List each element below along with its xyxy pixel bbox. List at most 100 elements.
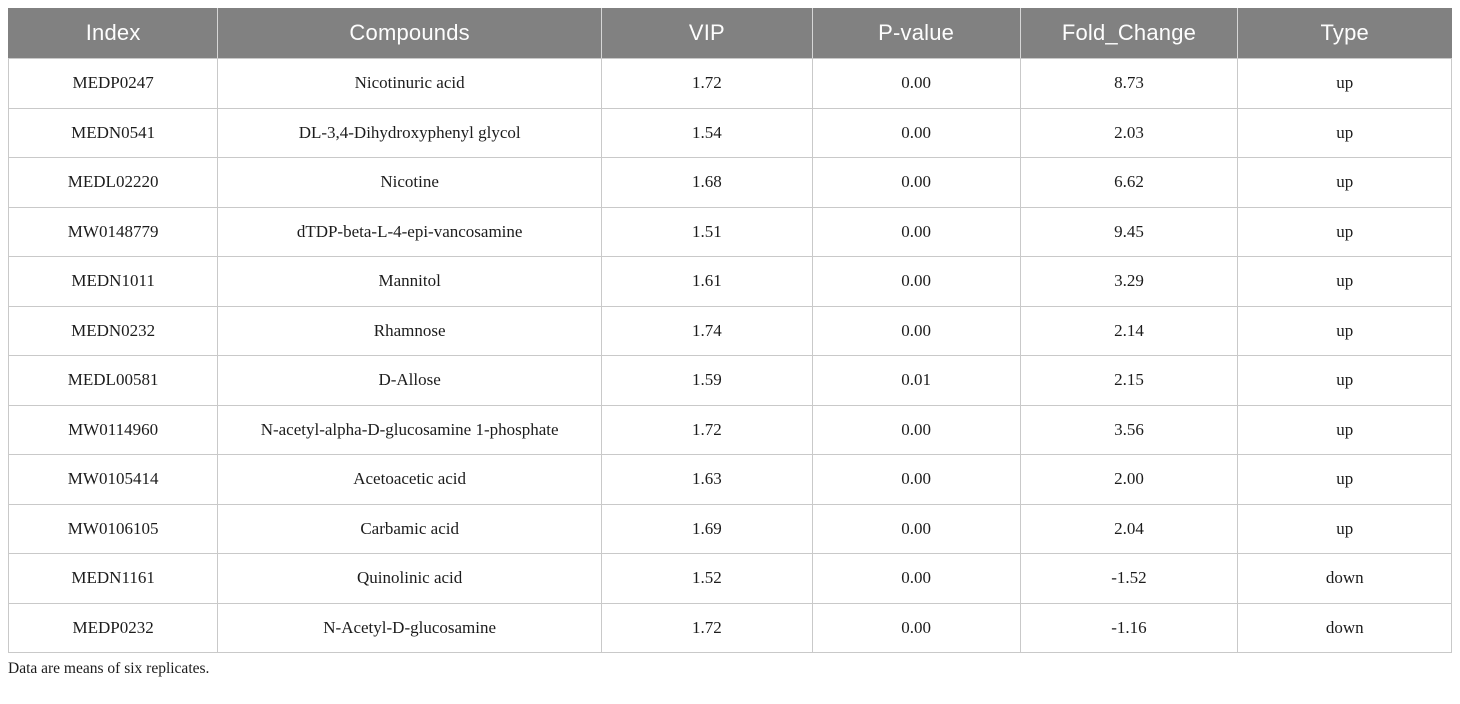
metabolites-table: Index Compounds VIP P-value Fold_Change … [7, 8, 1452, 653]
cell-index: MEDL00581 [7, 355, 219, 406]
compound-text: Nicotine [380, 172, 439, 191]
cell-pvalue: 0.00 [811, 553, 1021, 604]
cell-fold_change: 6.62 [1019, 157, 1239, 208]
cell-compound: N-Acetyl-D-glucosamine [217, 602, 603, 653]
cell-pvalue: 0.00 [811, 157, 1021, 208]
column-header-index: Index [7, 8, 219, 59]
cell-compound: D-Allose [217, 355, 603, 406]
cell-compound: dTDP-beta-L-4-epi-vancosamine [217, 206, 603, 257]
cell-index: MW0105414 [7, 454, 219, 505]
compound-text: Rhamnose [373, 320, 446, 340]
cell-type: down [1237, 553, 1452, 604]
cell-index: MW0148779 [7, 206, 219, 257]
cell-index: MEDP0232 [7, 602, 219, 653]
cell-type: up [1237, 256, 1452, 307]
cell-type: up [1237, 206, 1452, 257]
table-body: MEDP0247 Nicotinuric acid 1.72 0.00 8.73 up ME… [7, 58, 1452, 653]
cell-fold_change: 3.56 [1019, 404, 1239, 455]
cell-type: up [1237, 503, 1452, 554]
table-row: MW0114960 N-acetyl-alpha-D-glucosamine 1-… [7, 404, 1452, 455]
cell-pvalue: 0.00 [811, 454, 1021, 505]
table-row: MEDP0247 Nicotinuric acid 1.72 0.00 8.73 up [7, 58, 1452, 109]
table-row: MEDL00581 D-Allose 1.59 0.01 2.15 up [7, 355, 1452, 406]
table-row: MEDN1161 Quinolinic acid 1.52 0.00 -1.52 down [7, 553, 1452, 604]
cell-index: MEDN1161 [7, 553, 219, 604]
cell-pvalue: 0.00 [811, 503, 1021, 554]
cell-vip: 1.74 [601, 305, 813, 356]
table-footnote: Data are means of six replicates. [8, 660, 210, 677]
table-row: MW0105414 Acetoacetic acid 1.63 0.00 2.00 up [7, 454, 1452, 505]
cell-vip: 1.68 [601, 157, 813, 208]
cell-vip: 1.63 [601, 454, 813, 505]
compound-text: Quinolinic acid [357, 568, 463, 587]
cell-type: up [1237, 58, 1452, 109]
column-header-fold-change: Fold_Change [1019, 8, 1239, 59]
table-row: MEDP0232 N-Acetyl-D-glucosamine 1.72 0.00 -1… [7, 602, 1452, 653]
cell-fold_change: 2.14 [1019, 305, 1239, 356]
cell-vip: 1.51 [601, 206, 813, 257]
cell-fold_change: 2.04 [1019, 503, 1239, 554]
cell-compound: N-acetyl-alpha-D-glucosamine 1-phosphate [217, 404, 603, 455]
cell-compound: Nicotinuric acid [217, 58, 603, 109]
cell-pvalue: 0.00 [811, 256, 1021, 307]
cell-fold_change: 8.73 [1019, 58, 1239, 109]
cell-fold_change: 2.15 [1019, 355, 1239, 406]
cell-index: MW0114960 [7, 404, 219, 455]
compound-text: DL-3,4-Dihydroxyphenyl glycol [298, 122, 521, 142]
cell-index: MW0106105 [7, 503, 219, 554]
cell-vip: 1.52 [601, 553, 813, 604]
column-header-type: Type [1237, 8, 1452, 59]
cell-compound: DL-3,4-Dihydroxyphenyl glycol [217, 107, 603, 158]
header-row: Index Compounds VIP P-value Fold_Change … [7, 8, 1452, 59]
cell-compound: Carbamic acid [217, 503, 603, 554]
compound-text: N-acetyl-alpha-D-glucosamine 1-phosphate [260, 419, 559, 439]
table-row: MEDN1011 Mannitol 1.61 0.00 3.29 up [7, 256, 1452, 307]
cell-pvalue: 0.00 [811, 107, 1021, 158]
cell-index: MEDN1011 [7, 256, 219, 307]
cell-pvalue: 0.01 [811, 355, 1021, 406]
cell-pvalue: 0.00 [811, 404, 1021, 455]
cell-type: up [1237, 404, 1452, 455]
cell-type: up [1237, 157, 1452, 208]
compound-text: Nicotinuric acid [354, 73, 465, 92]
table-row: MEDN0232 Rhamnose 1.74 0.00 2.14 up [7, 305, 1452, 356]
cell-index: MEDL02220 [7, 157, 219, 208]
cell-vip: 1.59 [601, 355, 813, 406]
cell-type: up [1237, 454, 1452, 505]
cell-type: up [1237, 107, 1452, 158]
compound-text: D-Allose [378, 370, 441, 389]
compound-text: N-Acetyl-D-glucosamine [323, 617, 497, 637]
cell-fold_change: 3.29 [1019, 256, 1239, 307]
table-row: MW0106105 Carbamic acid 1.69 0.00 2.04 up [7, 503, 1452, 554]
cell-pvalue: 0.00 [811, 58, 1021, 109]
cell-fold_change: 2.03 [1019, 107, 1239, 158]
cell-pvalue: 0.00 [811, 305, 1021, 356]
cell-pvalue: 0.00 [811, 602, 1021, 653]
table-header: Index Compounds VIP P-value Fold_Change … [7, 8, 1452, 59]
cell-vip: 1.61 [601, 256, 813, 307]
cell-index: MEDN0232 [7, 305, 219, 356]
cell-compound: Nicotine [217, 157, 603, 208]
cell-fold_change: -1.16 [1019, 602, 1239, 653]
cell-pvalue: 0.00 [811, 206, 1021, 257]
cell-vip: 1.69 [601, 503, 813, 554]
compound-text: Acetoacetic acid [353, 469, 467, 488]
cell-compound: Rhamnose [217, 305, 603, 356]
cell-index: MEDN0541 [7, 107, 219, 158]
column-header-vip: VIP [601, 8, 813, 59]
cell-type: up [1237, 305, 1452, 356]
cell-fold_change: 2.00 [1019, 454, 1239, 505]
cell-vip: 1.72 [601, 602, 813, 653]
cell-type: down [1237, 602, 1452, 653]
compound-text: Mannitol [378, 271, 441, 290]
cell-compound: Acetoacetic acid [217, 454, 603, 505]
cell-index: MEDP0247 [7, 58, 219, 109]
cell-vip: 1.54 [601, 107, 813, 158]
column-header-compounds: Compounds [217, 8, 603, 59]
table-row: MW0148779 dTDP-beta-L-4-epi-vancosamine 1.… [7, 206, 1452, 257]
compound-text: dTDP-beta-L-4-epi-vancosamine [296, 221, 523, 241]
cell-vip: 1.72 [601, 58, 813, 109]
cell-compound: Quinolinic acid [217, 553, 603, 604]
cell-compound: Mannitol [217, 256, 603, 307]
